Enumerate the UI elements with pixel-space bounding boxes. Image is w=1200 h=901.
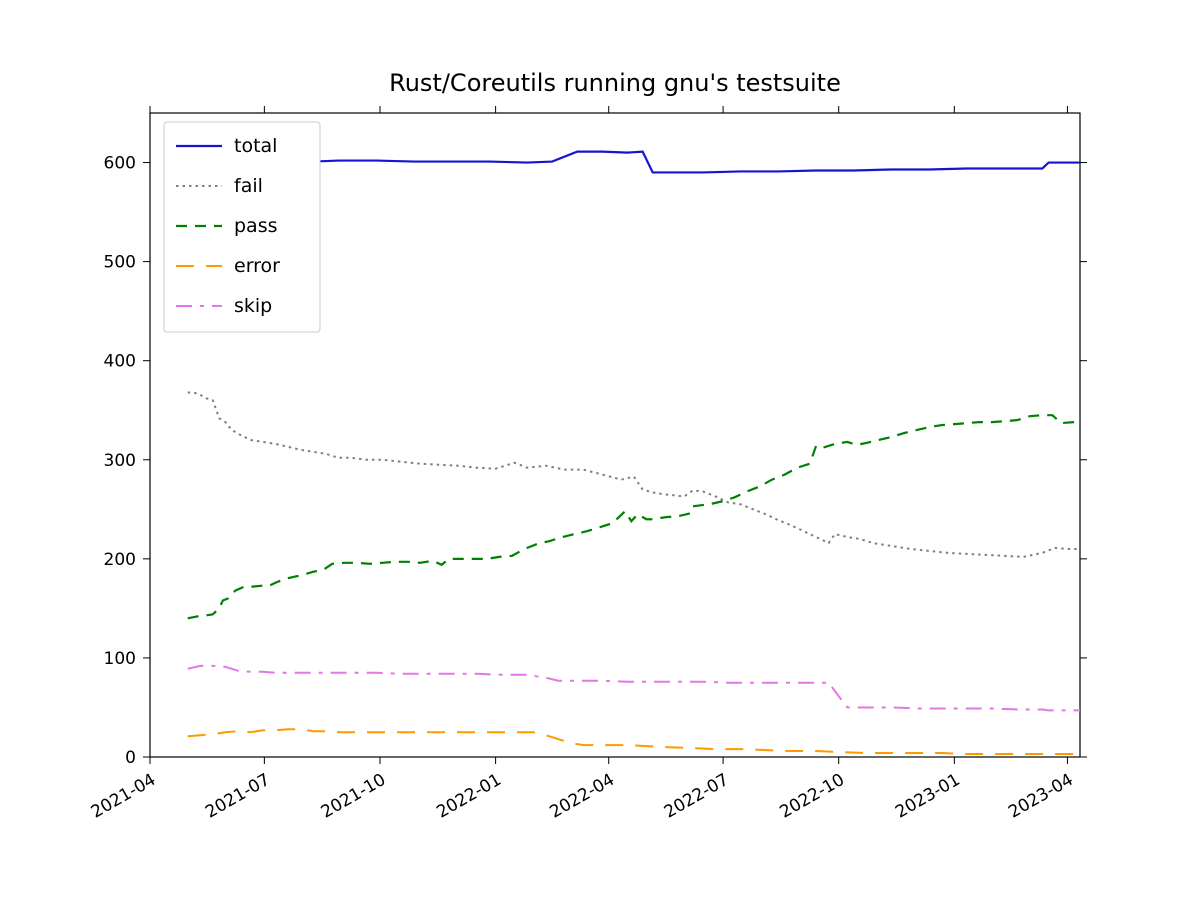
chart-title: Rust/Coreutils running gnu's testsuite: [389, 69, 841, 97]
legend-label-total: total: [234, 135, 277, 157]
y-tick-label: 300: [104, 451, 136, 471]
chart-svg: 01002003004005006002021-042021-072021-10…: [0, 0, 1200, 901]
legend: total fail pass error skip: [164, 122, 320, 332]
y-tick-label: 500: [104, 253, 136, 273]
y-tick-label: 400: [104, 352, 136, 372]
legend-label-pass: pass: [234, 215, 278, 237]
chart-container: 01002003004005006002021-042021-072021-10…: [0, 0, 1200, 901]
y-tick-label: 600: [104, 154, 136, 174]
legend-label-error: error: [234, 255, 280, 277]
y-tick-label: 0: [125, 748, 136, 768]
y-tick-label: 200: [104, 550, 136, 570]
y-tick-label: 100: [104, 649, 136, 669]
legend-label-fail: fail: [234, 175, 263, 197]
legend-label-skip: skip: [234, 295, 272, 317]
